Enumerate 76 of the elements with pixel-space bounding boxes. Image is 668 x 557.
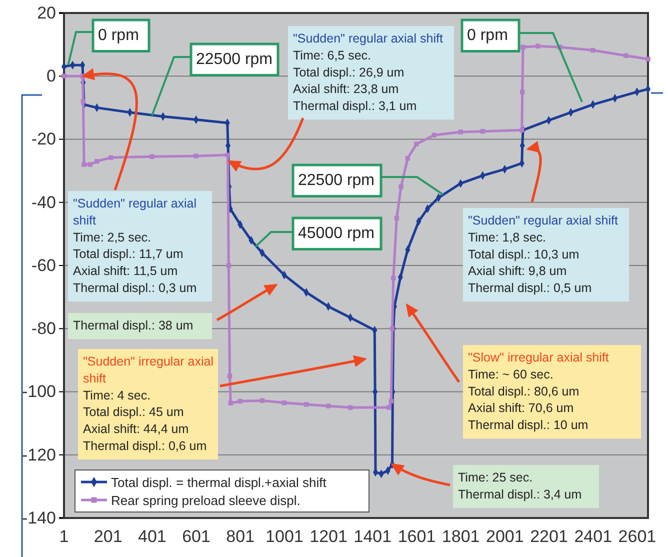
annotation: 22500 rpm: [298, 172, 374, 189]
annotation: Time: ~ 60 sec. Total displ.: 80,6 um Axial shift: 70,6 um Thermal displ.: 10 um: [468, 367, 588, 432]
point: [388, 398, 394, 404]
point: [432, 132, 436, 138]
x-tick-label: 401: [138, 527, 166, 546]
annotation: "Sudden" irregular axial shift: [83, 354, 214, 386]
point: [228, 400, 234, 406]
x-tick-label: 2401: [574, 527, 612, 546]
annotation: 22500 rpm: [196, 51, 272, 68]
point: [82, 162, 86, 167]
point: [414, 142, 419, 146]
point: [150, 154, 154, 159]
point: [398, 184, 404, 189]
point: [304, 402, 309, 407]
point: [535, 44, 540, 48]
point: [282, 400, 287, 406]
x-tick-label: 2001: [486, 527, 524, 546]
annotation: Time: 1,8 sec. Total displ.: 10,3 um Axial shift: 9,8 um Thermal displ.: 0,5 um: [468, 230, 592, 295]
x-tick-label: 1601: [398, 527, 436, 546]
x-tick-label: 201: [94, 527, 122, 546]
point: [260, 398, 265, 403]
annotation: "Sudden" regular axial shift: [73, 196, 197, 228]
y-tick-label: 20: [37, 3, 56, 22]
point: [405, 156, 410, 161]
annotation: Time: 25 sec. Thermal displ.: 3,4 um: [458, 470, 582, 502]
x-tick-label: 1401: [354, 527, 392, 546]
annotation: Time: 2,5 sec. Total displ.: 11,7 um Axial shift: 11,5 um Thermal displ.: 0,3 um: [73, 230, 197, 295]
point: [94, 159, 100, 164]
point: [108, 155, 114, 160]
x-tick-label: 1: [59, 527, 69, 546]
annotation: Time: 4 sec. Total displ.: 45 um Axial shift: 44,4 um Thermal displ.: 0,6 um: [83, 388, 207, 453]
point: [391, 276, 396, 280]
point: [194, 154, 198, 158]
y-tick-label: -140: [22, 508, 56, 528]
annotation: Time: 6,5 sec. Total displ.: 26,9 um Axial shift: 23,8 um Thermal displ.: 3,1 um: [293, 48, 417, 113]
x-tick-label: 1801: [442, 527, 480, 546]
point: [326, 404, 331, 408]
y-tick-label: -100: [22, 382, 56, 402]
point: [80, 99, 86, 104]
y-tick-label: -60: [31, 256, 56, 275]
x-tick-label: 2601: [618, 527, 656, 546]
y-tick-label: -20: [31, 130, 56, 149]
point: [520, 90, 525, 94]
annotation: "Slow" irregular axial shift: [468, 350, 610, 364]
point: [88, 162, 93, 167]
point: [394, 216, 400, 220]
point: [480, 129, 485, 134]
point: [227, 374, 232, 378]
annotation: 45000 rpm: [298, 225, 374, 242]
point: [646, 56, 650, 62]
point: [225, 152, 230, 158]
x-tick-label: 801: [226, 527, 255, 546]
point: [238, 398, 242, 404]
y-tick-label: -40: [31, 192, 56, 212]
y-tick-label: -80: [31, 319, 56, 338]
annotation: 0 rpm: [98, 27, 139, 44]
x-tick-label: 601: [182, 527, 210, 546]
y-tick-label: 0: [46, 66, 56, 86]
annotation: Thermal displ.: 38 um: [73, 318, 194, 332]
annotation: "Sudden" regular axial shift: [468, 214, 618, 228]
point: [226, 263, 232, 268]
legend-label: Total displ. = thermal displ.+axial shift: [111, 475, 327, 490]
point: [386, 405, 392, 410]
annotation: "Sudden" regular axial shift: [293, 32, 444, 46]
point: [520, 44, 526, 50]
y-tick-label: -120: [22, 445, 56, 464]
point: [590, 48, 596, 53]
x-tick-label: 1201: [310, 527, 348, 546]
point: [458, 130, 463, 134]
point: [624, 53, 628, 58]
legend-label: Rear spring preload sleeve displ.: [111, 493, 300, 508]
point: [348, 405, 353, 410]
annotation: 0 rpm: [467, 27, 508, 44]
point: [62, 74, 66, 78]
x-tick-label: 2201: [530, 527, 568, 546]
x-tick-label: 1001: [266, 527, 304, 546]
